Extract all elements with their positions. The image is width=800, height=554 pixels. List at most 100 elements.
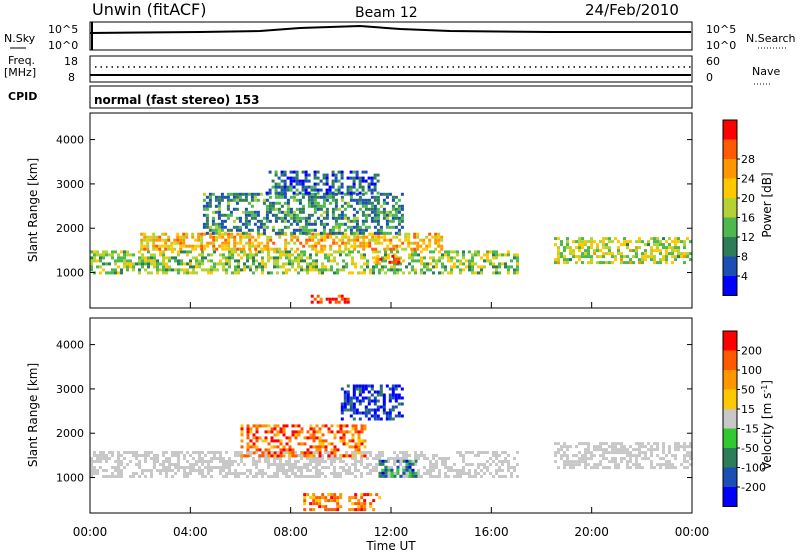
heatmap-cell [635,255,638,259]
heatmap-cell [599,249,602,253]
heatmap-cell [581,261,584,265]
heatmap-cell [385,411,389,415]
heatmap-cell [262,225,266,229]
heatmap-cell [165,466,168,469]
heatmap-cell [268,210,272,214]
heatmap-cell [417,475,420,478]
heatmap-cell [444,466,447,469]
heatmap-cell [397,384,401,388]
heatmap-cell [311,238,315,242]
heatmap-cell [328,201,332,205]
heatmap-cell [256,210,260,214]
heatmap-cell [282,265,285,269]
heatmap-cell [391,225,395,229]
heatmap-cell [441,253,444,257]
heatmap-cell [453,463,456,466]
heatmap-cell [177,463,180,466]
heatmap-cell [219,472,222,475]
heatmap-cell [364,216,368,220]
heatmap-cell [354,475,357,478]
heatmap-cell [339,505,343,509]
heatmap-cell [270,445,274,449]
heatmap-cell [392,244,396,248]
heatmap-cell [432,454,435,457]
heatmap-cell [372,268,375,272]
heatmap-cell [282,454,286,458]
heatmap-cell [333,457,336,460]
heatmap-cell [599,448,602,452]
heatmap-cell [373,260,377,264]
heatmap-cell [351,256,354,260]
heatmap-cell [662,451,665,455]
heatmap-cell [303,451,307,455]
heatmap-cell [340,185,344,189]
heatmap-cell [201,253,204,257]
heatmap-cell [602,451,605,455]
heatmap-cell [318,505,322,509]
heatmap-cell [280,204,284,208]
heatmap-cell [611,445,614,449]
heatmap-cell [348,430,352,434]
heatmap-cell [662,246,665,250]
heatmap-cell [596,445,599,449]
heatmap-cell [273,475,276,478]
velocity-heatmap-cells [90,384,692,512]
heatmap-cell [345,253,348,257]
heatmap-cell [197,235,201,239]
heatmap-cell [468,475,471,478]
heatmap-cell [351,433,355,437]
heatmap-cell [141,256,144,260]
heatmap-cell [333,475,336,478]
heatmap-cell [397,257,401,261]
heatmap-cell [554,258,557,262]
heatmap-cell [273,424,277,428]
heatmap-cell [306,466,309,469]
heatmap-cell [309,253,312,257]
heatmap-cell [322,231,326,235]
heatmap-cell [349,198,353,202]
heatmap-cell [339,466,342,469]
heatmap-cell [394,414,398,418]
heatmap-cell [351,445,355,449]
heatmap-cell [138,463,141,466]
heatmap-cell [354,457,357,460]
heatmap-cell [554,237,557,241]
heatmap-cell [273,439,277,443]
heatmap-cell [304,188,308,192]
heatmap-cell [168,259,171,263]
heatmap-cell [268,207,272,211]
heatmap-cell [677,448,680,452]
heatmap-cell [304,170,308,174]
heatmap-cell [608,246,611,250]
heatmap-cell [300,466,303,469]
heatmap-cell [656,454,659,458]
heatmap-cell [111,268,114,272]
heatmap-cell [572,460,575,464]
heatmap-cell [318,430,322,434]
heatmap-cell [270,454,274,458]
heatmap-cell [202,207,206,211]
heatmap-cell [220,213,224,217]
heatmap-cell [283,225,287,229]
heatmap-cell [397,402,401,406]
heatmap-cell [370,387,374,391]
heatmap-cell [343,216,347,220]
heatmap-cell [264,457,267,460]
heatmap-cell [459,472,462,475]
heatmap-cell [379,228,383,232]
heatmap-cell [380,241,384,245]
heatmap-cell [453,250,456,254]
heatmap-cell [272,247,276,251]
heatmap-cell [614,258,617,262]
heatmap-cell [336,508,340,512]
heatmap-cell [192,466,195,469]
heatmap-cell [324,451,327,454]
heatmap-cell [471,262,474,266]
heatmap-cell [201,262,204,266]
heatmap-cell [126,262,129,266]
heatmap-cell [346,219,350,223]
heatmap-cell [662,255,665,259]
heatmap-cell [376,195,380,199]
heatmap-cell [474,454,477,457]
heatmap-cell [355,219,359,223]
